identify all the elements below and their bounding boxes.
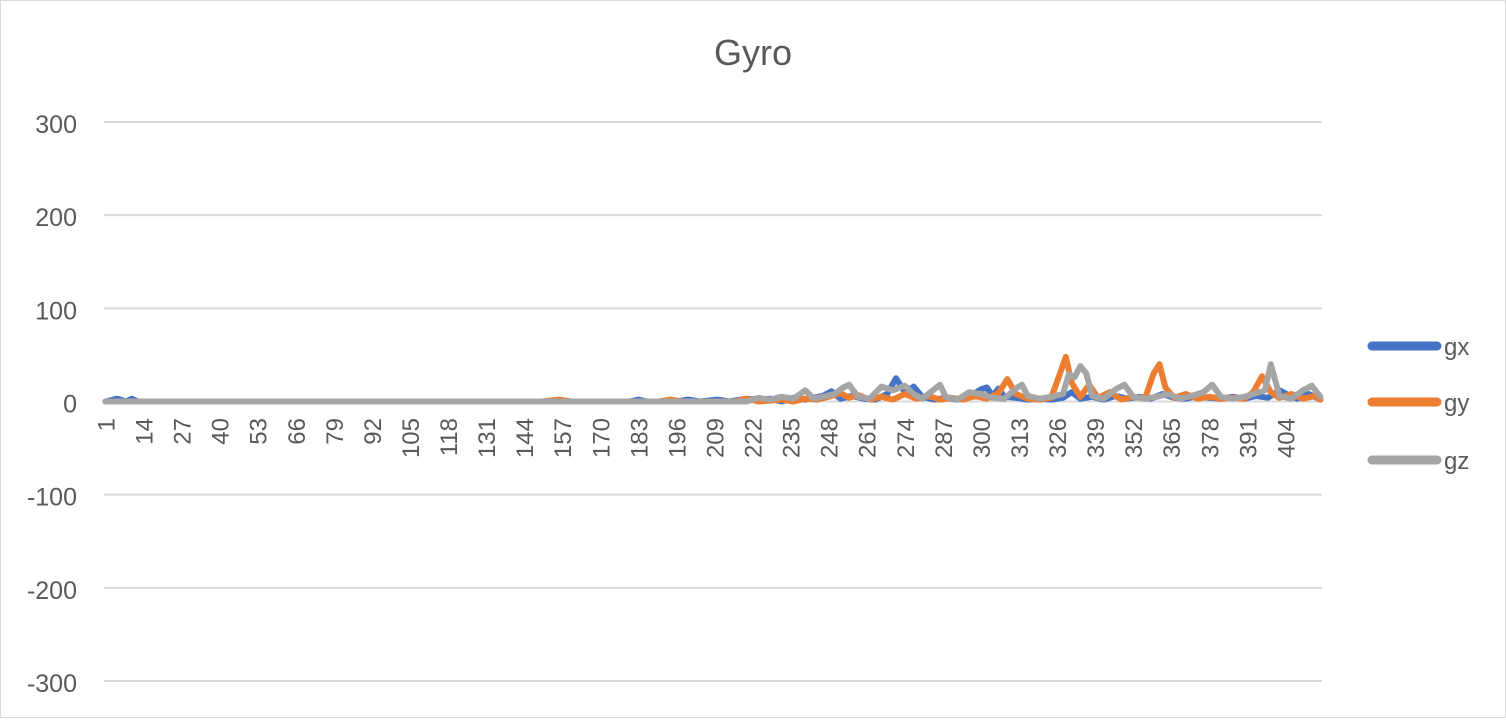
legend-label-gz: gz [1444, 448, 1469, 475]
series-line-gz [102, 361, 1324, 405]
x-tick-label: 209 [702, 418, 729, 458]
x-tick-label: 14 [132, 418, 159, 445]
x-tick-label: 157 [550, 418, 577, 458]
x-tick-label: 118 [436, 418, 463, 456]
x-tick-label: 404 [1273, 418, 1300, 458]
x-tick-label: 287 [931, 418, 958, 458]
x-tick-label: 27 [170, 418, 197, 445]
y-tick-label: -300 [27, 670, 77, 698]
x-tick-label: 313 [1007, 418, 1034, 458]
x-axis-ticks: 1 14 27 40 53 66 79 92 105 118 131 144 157 170 183 196 2… [93, 418, 1300, 458]
x-tick-label: 40 [208, 418, 235, 445]
x-tick-label: 326 [1045, 418, 1072, 458]
x-tick-label: 144 [512, 418, 539, 458]
legend: gx gy gz [1367, 334, 1469, 475]
y-tick-label: -100 [27, 484, 77, 512]
x-tick-label: 170 [588, 418, 615, 458]
x-tick-label: 391 [1235, 418, 1262, 458]
legend-label-gx: gx [1444, 334, 1469, 361]
y-tick-label: 200 [35, 204, 77, 232]
x-tick-label: 235 [779, 418, 806, 458]
x-tick-label: 53 [246, 418, 273, 445]
x-tick-label: 92 [360, 418, 387, 445]
y-tick-label: 100 [35, 297, 77, 325]
legend-label-gy: gy [1444, 390, 1469, 417]
x-tick-label: 261 [855, 418, 882, 458]
chart-title: Gyro [714, 32, 792, 73]
x-tick-label: 248 [817, 418, 844, 458]
y-axis-ticks: 300 200 100 0 -100 -200 -300 [27, 111, 77, 698]
x-tick-label: 196 [664, 418, 691, 458]
x-tick-label: 274 [893, 418, 920, 458]
y-tick-label: -200 [27, 577, 77, 605]
x-tick-label: 105 [398, 418, 425, 458]
x-tick-label: 66 [284, 418, 311, 445]
y-tick-label: 300 [35, 111, 77, 139]
x-tick-label: 300 [969, 418, 996, 458]
x-tick-label: 183 [626, 418, 653, 458]
x-tick-label: 339 [1083, 418, 1110, 458]
x-tick-label: 1 [93, 418, 120, 431]
series-lines [102, 353, 1324, 405]
x-tick-label: 378 [1197, 418, 1224, 458]
x-tick-label: 365 [1159, 418, 1186, 458]
x-tick-label: 222 [741, 418, 768, 458]
x-tick-label: 79 [322, 418, 349, 445]
x-tick-label: 131 [474, 418, 501, 458]
x-tick-label: 352 [1121, 418, 1148, 458]
y-tick-label: 0 [63, 391, 77, 419]
